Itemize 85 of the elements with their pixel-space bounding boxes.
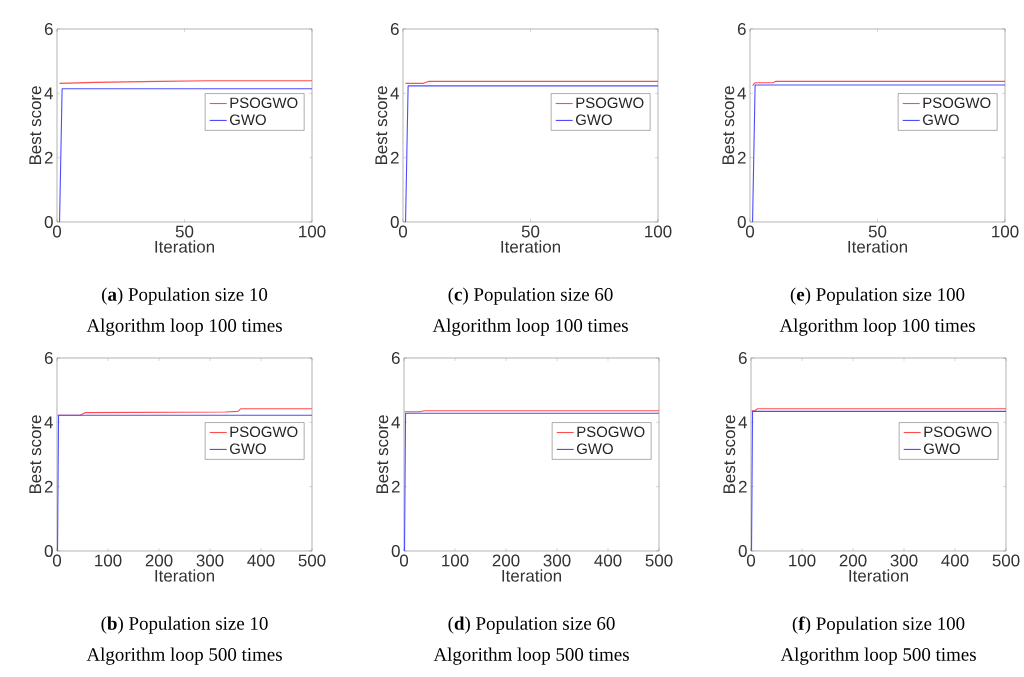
x-axis-title: Iteration bbox=[502, 569, 561, 582]
x-tick-label: 0 bbox=[52, 225, 62, 238]
legend-label: PSOGWO bbox=[577, 426, 645, 438]
legend-label: PSOGWO bbox=[230, 426, 298, 438]
x-axis-title: Iteration bbox=[155, 569, 214, 582]
x-tick-label: 300 bbox=[890, 554, 918, 567]
y-tick-label: 2 bbox=[738, 480, 747, 493]
x-tick-label: 0 bbox=[52, 554, 62, 567]
x-axis-title: Iteration bbox=[155, 240, 214, 253]
x-tick-label: 0 bbox=[746, 554, 756, 567]
legend-label: GWO bbox=[230, 443, 266, 455]
y-tick-label: 4 bbox=[391, 416, 400, 429]
legend-label: GWO bbox=[576, 114, 612, 126]
x-tick-label: 100 bbox=[789, 554, 816, 567]
legend-label: GWO bbox=[230, 114, 266, 126]
y-tick-label: 2 bbox=[737, 151, 746, 164]
x-tick-label: 200 bbox=[839, 554, 867, 567]
legend-label: GWO bbox=[923, 114, 959, 126]
y-tick-label: 6 bbox=[44, 22, 53, 35]
x-axis-title: Iteration bbox=[848, 240, 907, 253]
y-tick-label: 4 bbox=[738, 416, 747, 429]
y-tick-label: 4 bbox=[390, 87, 399, 100]
x-tick-label: 500 bbox=[992, 554, 1020, 567]
y-tick-label: 0 bbox=[44, 544, 53, 557]
legend-label: PSOGWO bbox=[576, 97, 644, 109]
y-tick-label: 2 bbox=[391, 480, 400, 493]
y-axis-title: Best score bbox=[29, 415, 42, 494]
y-tick-label: 0 bbox=[737, 215, 746, 228]
x-tick-label: 100 bbox=[992, 225, 1019, 238]
legend-label: GWO bbox=[924, 443, 960, 455]
y-tick-label: 4 bbox=[44, 87, 53, 100]
y-tick-label: 4 bbox=[44, 416, 53, 429]
text: (d) Population size 60 bbox=[448, 616, 615, 634]
y-tick-label: 6 bbox=[44, 351, 53, 364]
x-tick-label: 50 bbox=[868, 225, 887, 238]
y-axis-title: Best score bbox=[375, 86, 388, 165]
x-tick-label: 200 bbox=[492, 554, 520, 567]
y-tick-label: 6 bbox=[738, 351, 747, 364]
text: (f) Population size 100 bbox=[792, 616, 965, 634]
x-axis-title: Iteration bbox=[849, 569, 908, 582]
x-tick-label: 500 bbox=[298, 554, 326, 567]
x-tick-label: 100 bbox=[645, 225, 672, 238]
y-axis-title: Best score bbox=[723, 415, 736, 494]
legend-label: PSOGWO bbox=[923, 97, 991, 109]
x-tick-label: 400 bbox=[941, 554, 969, 567]
x-tick-label: 300 bbox=[543, 554, 571, 567]
legend-label: PSOGWO bbox=[924, 426, 992, 438]
text: Algorithm loop 500 times bbox=[433, 647, 629, 665]
x-tick-label: 50 bbox=[521, 225, 540, 238]
x-tick-label: 0 bbox=[399, 554, 409, 567]
text: Algorithm loop 100 times bbox=[779, 318, 975, 336]
x-tick-label: 500 bbox=[645, 554, 673, 567]
x-tick-label: 400 bbox=[594, 554, 622, 567]
y-tick-label: 6 bbox=[737, 22, 746, 35]
x-tick-label: 200 bbox=[145, 554, 173, 567]
text: Algorithm loop 500 times bbox=[780, 647, 976, 665]
x-tick-label: 50 bbox=[175, 225, 194, 238]
y-tick-label: 2 bbox=[44, 151, 53, 164]
y-tick-label: 4 bbox=[737, 87, 746, 100]
x-tick-label: 100 bbox=[95, 554, 122, 567]
text: (a) Population size 10 bbox=[102, 287, 268, 305]
x-tick-label: 100 bbox=[442, 554, 469, 567]
legend-label: GWO bbox=[577, 443, 613, 455]
y-tick-label: 0 bbox=[44, 215, 53, 228]
y-tick-label: 0 bbox=[391, 544, 400, 557]
text: Algorithm loop 100 times bbox=[86, 318, 282, 336]
text: (b) Population size 10 bbox=[101, 616, 268, 634]
y-tick-label: 2 bbox=[44, 480, 53, 493]
y-axis-title: Best score bbox=[722, 86, 735, 165]
text: (c) Population size 60 bbox=[448, 287, 613, 305]
y-tick-label: 6 bbox=[390, 22, 399, 35]
legend-label: PSOGWO bbox=[230, 97, 298, 109]
text: (e) Population size 100 bbox=[790, 287, 965, 305]
x-axis-title: Iteration bbox=[501, 240, 560, 253]
x-tick-label: 400 bbox=[247, 554, 275, 567]
y-tick-label: 0 bbox=[390, 215, 399, 228]
text: Algorithm loop 100 times bbox=[432, 318, 628, 336]
x-tick-label: 300 bbox=[196, 554, 224, 567]
y-tick-label: 2 bbox=[390, 151, 399, 164]
y-tick-label: 6 bbox=[391, 351, 400, 364]
y-tick-label: 0 bbox=[738, 544, 747, 557]
x-tick-label: 100 bbox=[299, 225, 326, 238]
y-axis-title: Best score bbox=[376, 415, 389, 494]
y-axis-title: Best score bbox=[29, 86, 42, 165]
text: Algorithm loop 500 times bbox=[86, 647, 282, 665]
